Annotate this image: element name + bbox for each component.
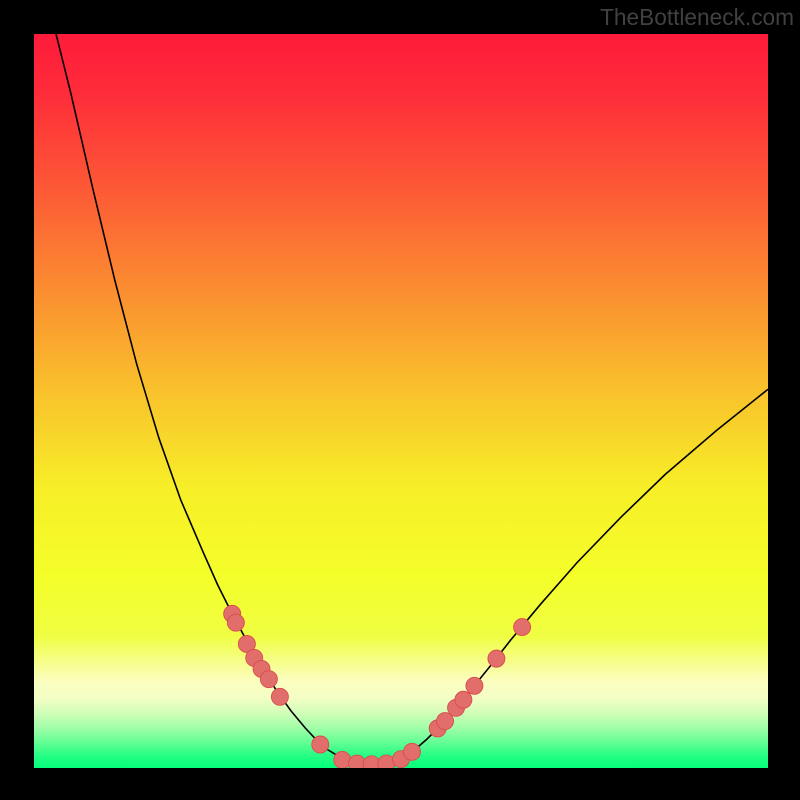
curve-marker [466,677,483,694]
watermark-text: TheBottleneck.com [600,4,794,31]
image-root: TheBottleneck.com [0,0,800,800]
curve-marker [227,614,244,631]
plot-area [34,34,768,768]
curve-markers [224,605,531,768]
curve-marker [404,743,421,760]
bottleneck-curve [56,34,768,764]
curve-marker [488,650,505,667]
curve-marker [312,736,329,753]
curve-marker [271,688,288,705]
chart-svg [34,34,768,768]
curve-marker [514,619,531,636]
curve-marker [378,755,395,768]
curve-marker [260,671,277,688]
curve-marker [455,691,472,708]
